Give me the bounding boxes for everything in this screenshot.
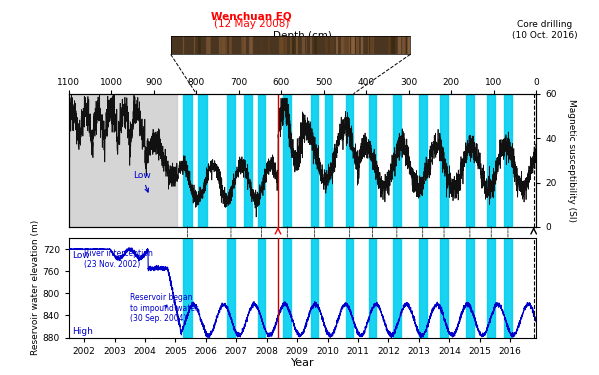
Bar [504,238,512,338]
Bar [244,94,252,227]
Bar [258,238,265,338]
Text: Core drilling
(10 Oct. 2016): Core drilling (10 Oct. 2016) [512,20,578,40]
Bar [504,94,512,227]
Bar [419,238,426,338]
Bar [69,94,177,227]
X-axis label: Year: Year [291,358,314,368]
Text: Low: Low [72,251,90,260]
Bar [198,94,207,227]
Bar [346,238,353,338]
Bar [227,238,235,338]
Bar [311,238,319,338]
Bar [183,238,192,338]
X-axis label: Depth (cm): Depth (cm) [273,31,332,41]
Bar [466,238,474,338]
Bar [258,94,265,227]
Bar [325,94,332,227]
Bar [440,94,448,227]
Bar [488,94,495,227]
Text: Wenchuan EQ: Wenchuan EQ [211,12,292,22]
Bar [346,94,353,227]
Y-axis label: Reservoir water elevation (m): Reservoir water elevation (m) [31,220,40,356]
Bar [369,238,376,338]
Bar [369,94,376,227]
Bar [393,238,401,338]
Y-axis label: Magnetic susceptibility (SI): Magnetic susceptibility (SI) [567,99,576,222]
Text: (12 May 2008): (12 May 2008) [214,20,289,29]
Bar [311,94,319,227]
Bar [393,94,401,227]
Text: High: High [72,327,93,336]
Text: Reservoir began
to impound water
(30 Sep. 2004): Reservoir began to impound water (30 Sep… [130,293,198,323]
Bar [440,238,448,338]
Bar [283,94,291,227]
Bar [227,94,235,227]
Bar [466,94,474,227]
Text: Low: Low [133,171,150,192]
Text: River interception
(23 Nov. 2002): River interception (23 Nov. 2002) [84,249,153,269]
Bar [488,238,495,338]
Bar [419,94,426,227]
Bar [283,238,291,338]
Bar [183,94,192,227]
